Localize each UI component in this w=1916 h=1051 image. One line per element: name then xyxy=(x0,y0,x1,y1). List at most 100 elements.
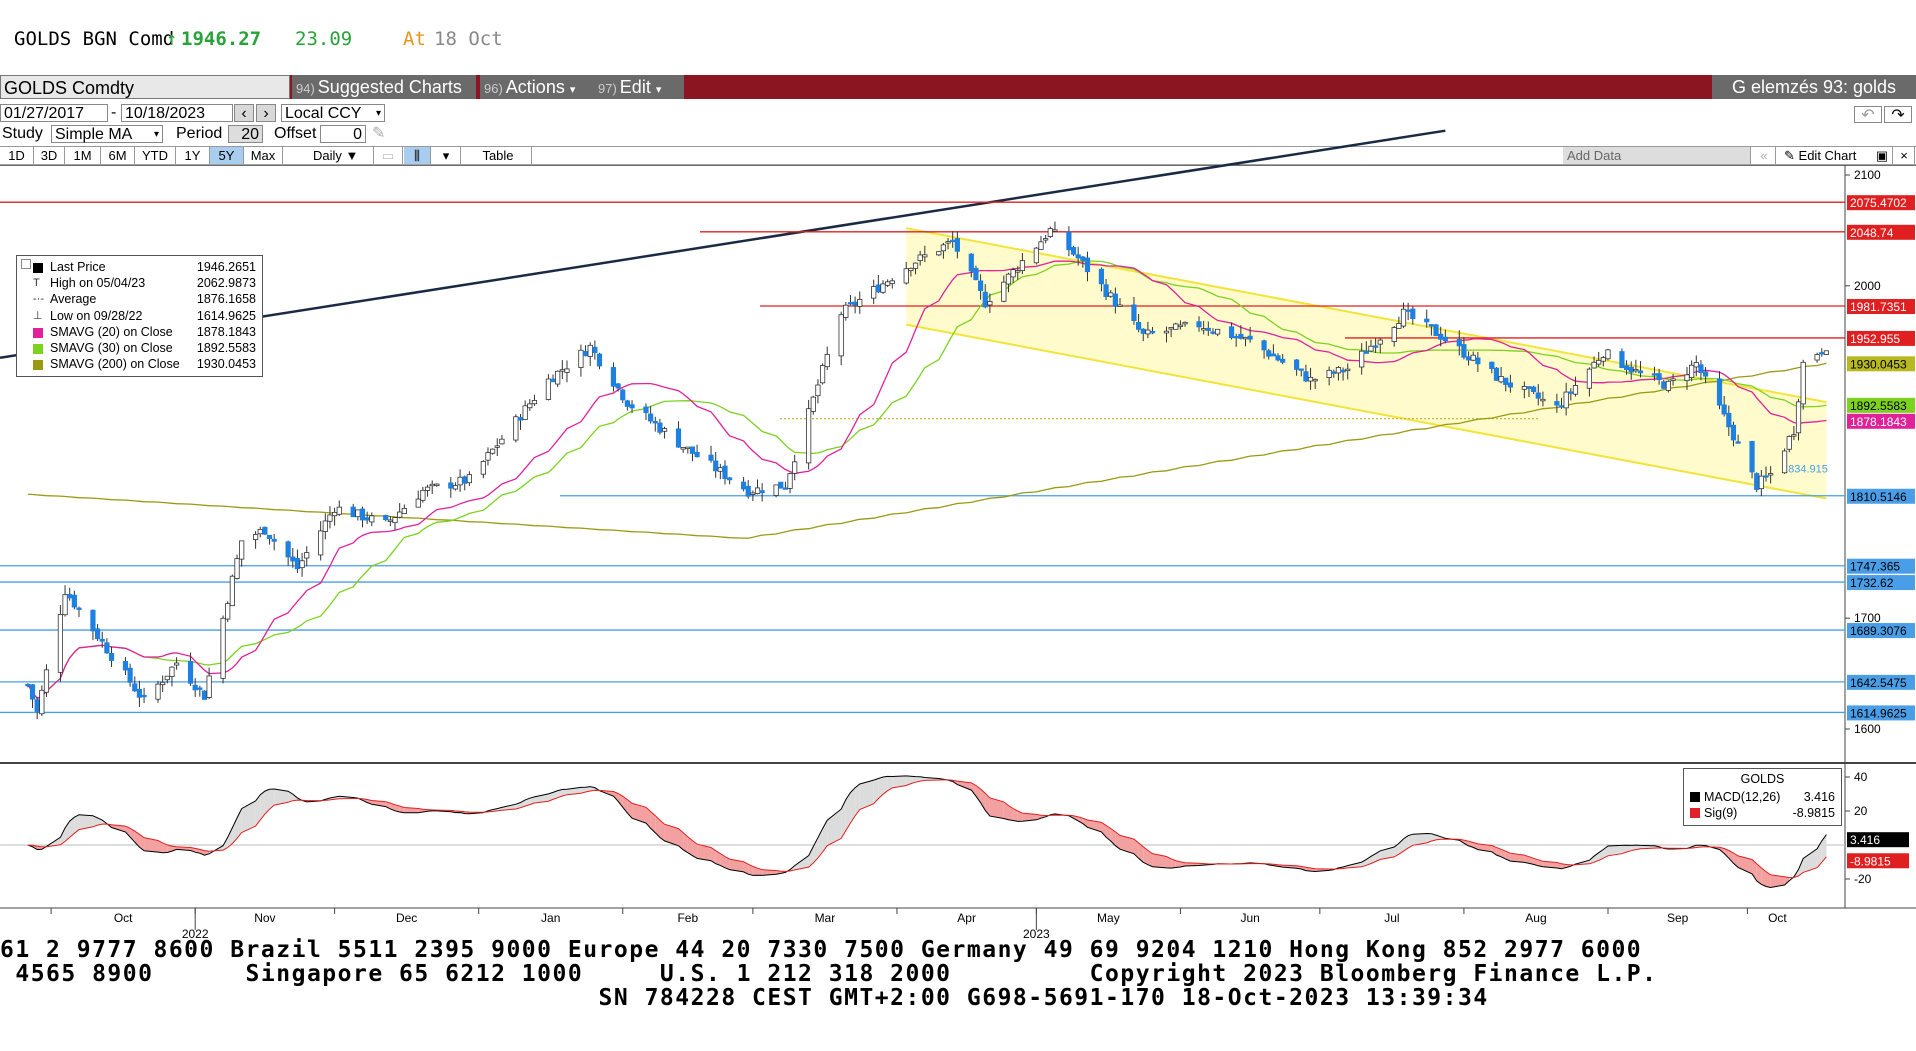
macd-fill xyxy=(1408,834,1413,849)
macd-fill xyxy=(1524,855,1529,864)
candle xyxy=(480,460,486,479)
candle xyxy=(420,486,426,503)
price-tag: 1878.1843 xyxy=(1847,413,1915,429)
timeframe-tab-3d[interactable]: 3D xyxy=(34,147,65,164)
actions-button[interactable]: 96) Actions ▾ xyxy=(480,75,594,99)
pencil-icon[interactable]: ✎ xyxy=(372,125,386,142)
candle xyxy=(1535,384,1541,406)
next-arrow-icon[interactable]: › xyxy=(256,104,276,122)
prev-arrow-icon[interactable]: ‹ xyxy=(234,104,254,122)
macd-legend-item[interactable]: MACD(12,26) 3.416 xyxy=(1684,789,1841,805)
candle xyxy=(1215,328,1221,337)
suggested-charts-button[interactable]: 94) Suggested Charts xyxy=(292,75,476,99)
timeframe-tab-max[interactable]: Max xyxy=(244,147,283,164)
period-input[interactable]: 20 xyxy=(228,125,263,143)
candle xyxy=(1043,235,1049,244)
candle-body xyxy=(122,661,129,671)
candle xyxy=(169,666,175,687)
candle xyxy=(1280,353,1286,365)
macd-legend-item[interactable]: Sig(9) -8.9815 xyxy=(1684,805,1841,821)
study-type-select[interactable]: Simple MA ▾ xyxy=(51,125,163,143)
timeframe-tab-ytd[interactable]: YTD xyxy=(135,147,176,164)
price-tag-bg xyxy=(1847,488,1915,504)
candle-body xyxy=(359,508,366,521)
candle xyxy=(1373,338,1379,354)
candle-body xyxy=(1136,321,1142,330)
timeframe-tab-1y[interactable]: 1Y xyxy=(176,147,210,164)
macd-legend[interactable]: GOLDS MACD(12,26) 3.416 Sig(9) -8.9815 xyxy=(1683,768,1842,826)
candle-body xyxy=(750,492,756,495)
legend-item[interactable]: SMAVG (200) on Close 1930.0453 xyxy=(17,356,262,372)
candle-body xyxy=(164,675,170,681)
candle xyxy=(596,352,603,370)
timeframe-tab-1d[interactable]: 1D xyxy=(0,147,34,164)
legend-item[interactable]: SMAVG (30) on Close 1892.5583 xyxy=(17,340,262,356)
price-tag-bg xyxy=(1847,623,1915,639)
security-input[interactable]: GOLDS Comdty xyxy=(0,75,290,99)
edit-chart-button[interactable]: ✎ Edit Chart xyxy=(1778,147,1903,164)
candle xyxy=(685,446,691,454)
redo-icon[interactable]: ↷ xyxy=(1884,106,1912,124)
timeframe-tab-6m[interactable]: 6M xyxy=(101,147,135,164)
close-panel-icon[interactable]: × xyxy=(1894,147,1915,164)
legend-marker-icon xyxy=(33,263,43,273)
study-row: Study Simple MA ▾ Period 20 Offset 0 ✎ xyxy=(0,125,1916,144)
candle-body xyxy=(1052,229,1058,232)
macd-fill xyxy=(255,794,261,827)
collapse-icon[interactable]: « xyxy=(1753,147,1776,164)
offset-input[interactable]: 0 xyxy=(320,125,366,143)
legend-name: SMAVG (30) on Close xyxy=(50,341,173,355)
start-date-input[interactable]: 01/27/2017 xyxy=(0,104,108,122)
candle-body xyxy=(517,417,524,421)
legend-value: 1892.5583 xyxy=(196,341,256,355)
candle xyxy=(759,483,765,502)
legend-collapse-icon[interactable] xyxy=(21,259,31,269)
candle-body xyxy=(917,254,923,261)
legend-item[interactable]: Last Price 1946.2651 xyxy=(17,259,262,275)
legend-item[interactable]: T High on 05/04/23 2062.9873 xyxy=(17,275,262,291)
price-tag-label: 2075.4702 xyxy=(1850,196,1907,210)
end-date-input[interactable]: 10/18/2023 xyxy=(121,104,233,122)
quote-header: GOLDS BGN Comd ↑ 1946.27 23.09 At 18 Oct xyxy=(0,22,1916,58)
candle-body xyxy=(1507,382,1513,388)
legend-item[interactable]: SMAVG (20) on Close 1878.1843 xyxy=(17,324,262,340)
suggested-num: 94) xyxy=(296,81,315,96)
candle xyxy=(587,342,593,366)
candle xyxy=(1763,466,1769,482)
macd-legend-name: MACD(12,26) xyxy=(1704,790,1781,804)
candle-body xyxy=(713,460,719,472)
timeframe-tab-5y[interactable]: 5Y xyxy=(210,147,244,164)
candle xyxy=(722,460,728,485)
candle xyxy=(262,526,268,535)
chart-style-dropdown-icon[interactable]: ▾ xyxy=(432,147,461,164)
table-button[interactable]: Table xyxy=(465,147,532,164)
candle xyxy=(936,250,942,257)
candle xyxy=(1038,235,1044,250)
chart-legend[interactable]: Last Price 1946.2651 T High on 05/04/23 2062… xyxy=(16,255,263,377)
edit-button[interactable]: 97) Edit ▾ xyxy=(594,75,684,99)
add-data-input[interactable]: Add Data xyxy=(1563,147,1751,164)
candle-body xyxy=(1554,401,1560,406)
price-tag-label: 1747.365 xyxy=(1850,560,1900,574)
timeframe-tab-1m[interactable]: 1M xyxy=(65,147,101,164)
candle-body xyxy=(490,448,496,454)
candle xyxy=(661,426,668,439)
macd-fill xyxy=(79,814,93,830)
candle xyxy=(680,447,686,453)
candle xyxy=(1438,326,1444,347)
legend-item[interactable]: -·- Average 1876.1658 xyxy=(17,291,262,307)
chart-type-icon[interactable]: ▭ xyxy=(374,147,403,164)
legend-item[interactable]: ⊥ Low on 09/28/22 1614.9625 xyxy=(17,308,262,324)
candle xyxy=(629,400,635,414)
macd-line xyxy=(27,775,1827,889)
signal-line xyxy=(27,779,1827,879)
candle-icon[interactable]: ⫼ xyxy=(404,147,431,164)
candle-body xyxy=(1280,358,1286,363)
frequency-select[interactable]: Daily ▼ xyxy=(309,147,374,164)
chart-settings-icon[interactable]: ▣ xyxy=(1872,147,1893,164)
currency-select[interactable]: Local CCY ▾ xyxy=(281,104,385,122)
undo-icon[interactable]: ↶ xyxy=(1854,106,1882,124)
candle-body xyxy=(708,454,714,461)
legend-value: 1876.1658 xyxy=(196,292,256,307)
